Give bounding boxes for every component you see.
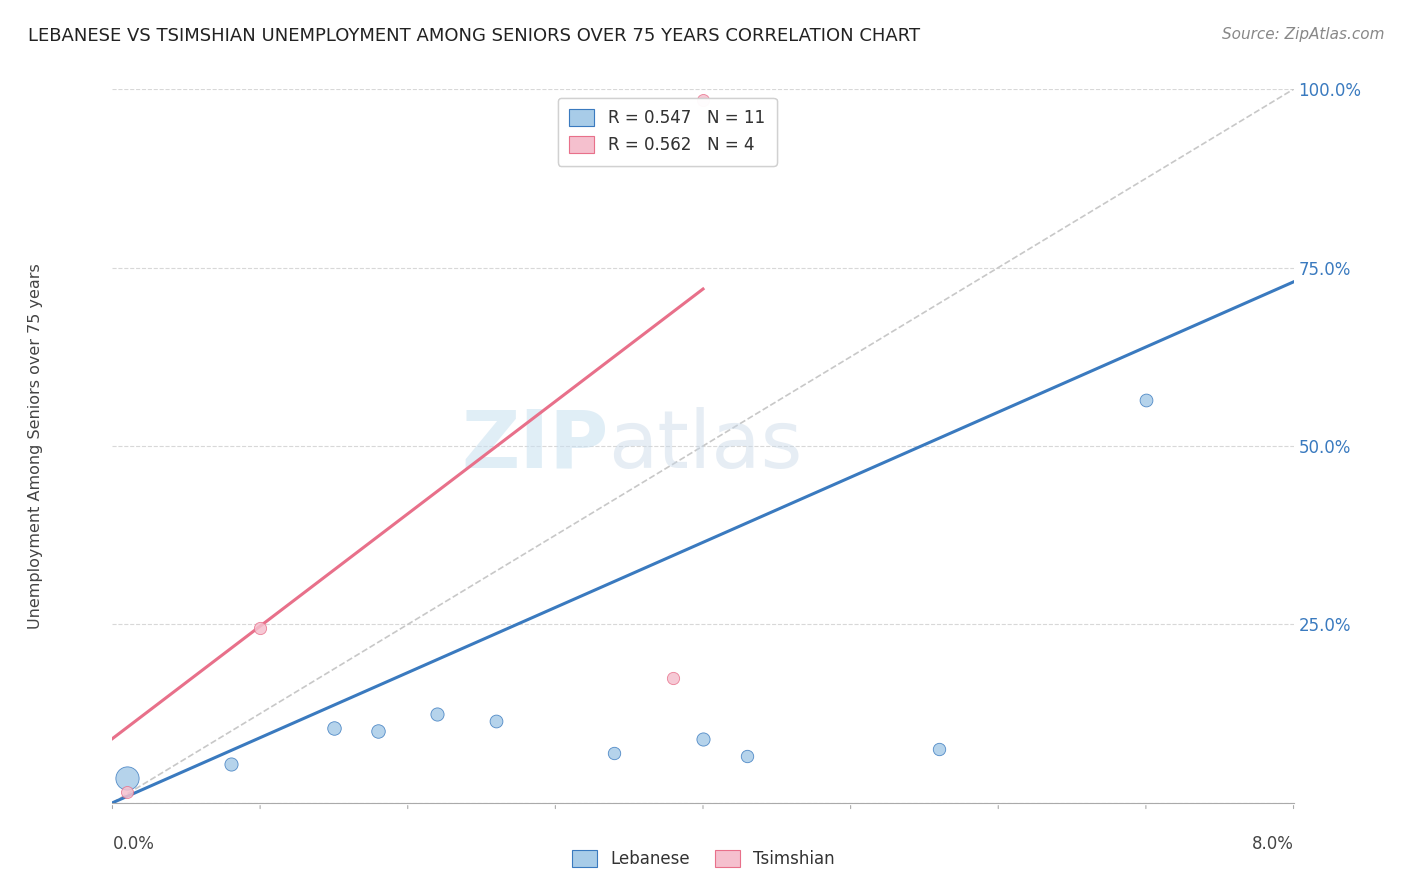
Point — [485, 714, 508, 728]
Legend: Lebanese, Tsimshian: Lebanese, Tsimshian — [565, 843, 841, 875]
Text: atlas: atlas — [609, 407, 803, 485]
Legend: R = 0.547   N = 11, R = 0.562   N = 4: R = 0.547 N = 11, R = 0.562 N = 4 — [558, 97, 776, 166]
Point — [367, 724, 389, 739]
Point — [117, 785, 138, 799]
Text: Source: ZipAtlas.com: Source: ZipAtlas.com — [1222, 27, 1385, 42]
Point — [249, 621, 271, 635]
Text: ZIP: ZIP — [461, 407, 609, 485]
Point — [323, 721, 346, 735]
Point — [219, 756, 242, 771]
Point — [692, 731, 714, 746]
Text: Unemployment Among Seniors over 75 years: Unemployment Among Seniors over 75 years — [28, 263, 42, 629]
Text: 0.0%: 0.0% — [112, 835, 155, 853]
Point — [928, 742, 950, 756]
Text: LEBANESE VS TSIMSHIAN UNEMPLOYMENT AMONG SENIORS OVER 75 YEARS CORRELATION CHART: LEBANESE VS TSIMSHIAN UNEMPLOYMENT AMONG… — [28, 27, 921, 45]
Point — [662, 671, 685, 685]
Text: 8.0%: 8.0% — [1251, 835, 1294, 853]
Point — [117, 771, 138, 785]
Point — [603, 746, 626, 760]
Point — [426, 706, 449, 721]
Point — [692, 93, 714, 107]
Point — [1135, 392, 1157, 407]
Point — [737, 749, 759, 764]
